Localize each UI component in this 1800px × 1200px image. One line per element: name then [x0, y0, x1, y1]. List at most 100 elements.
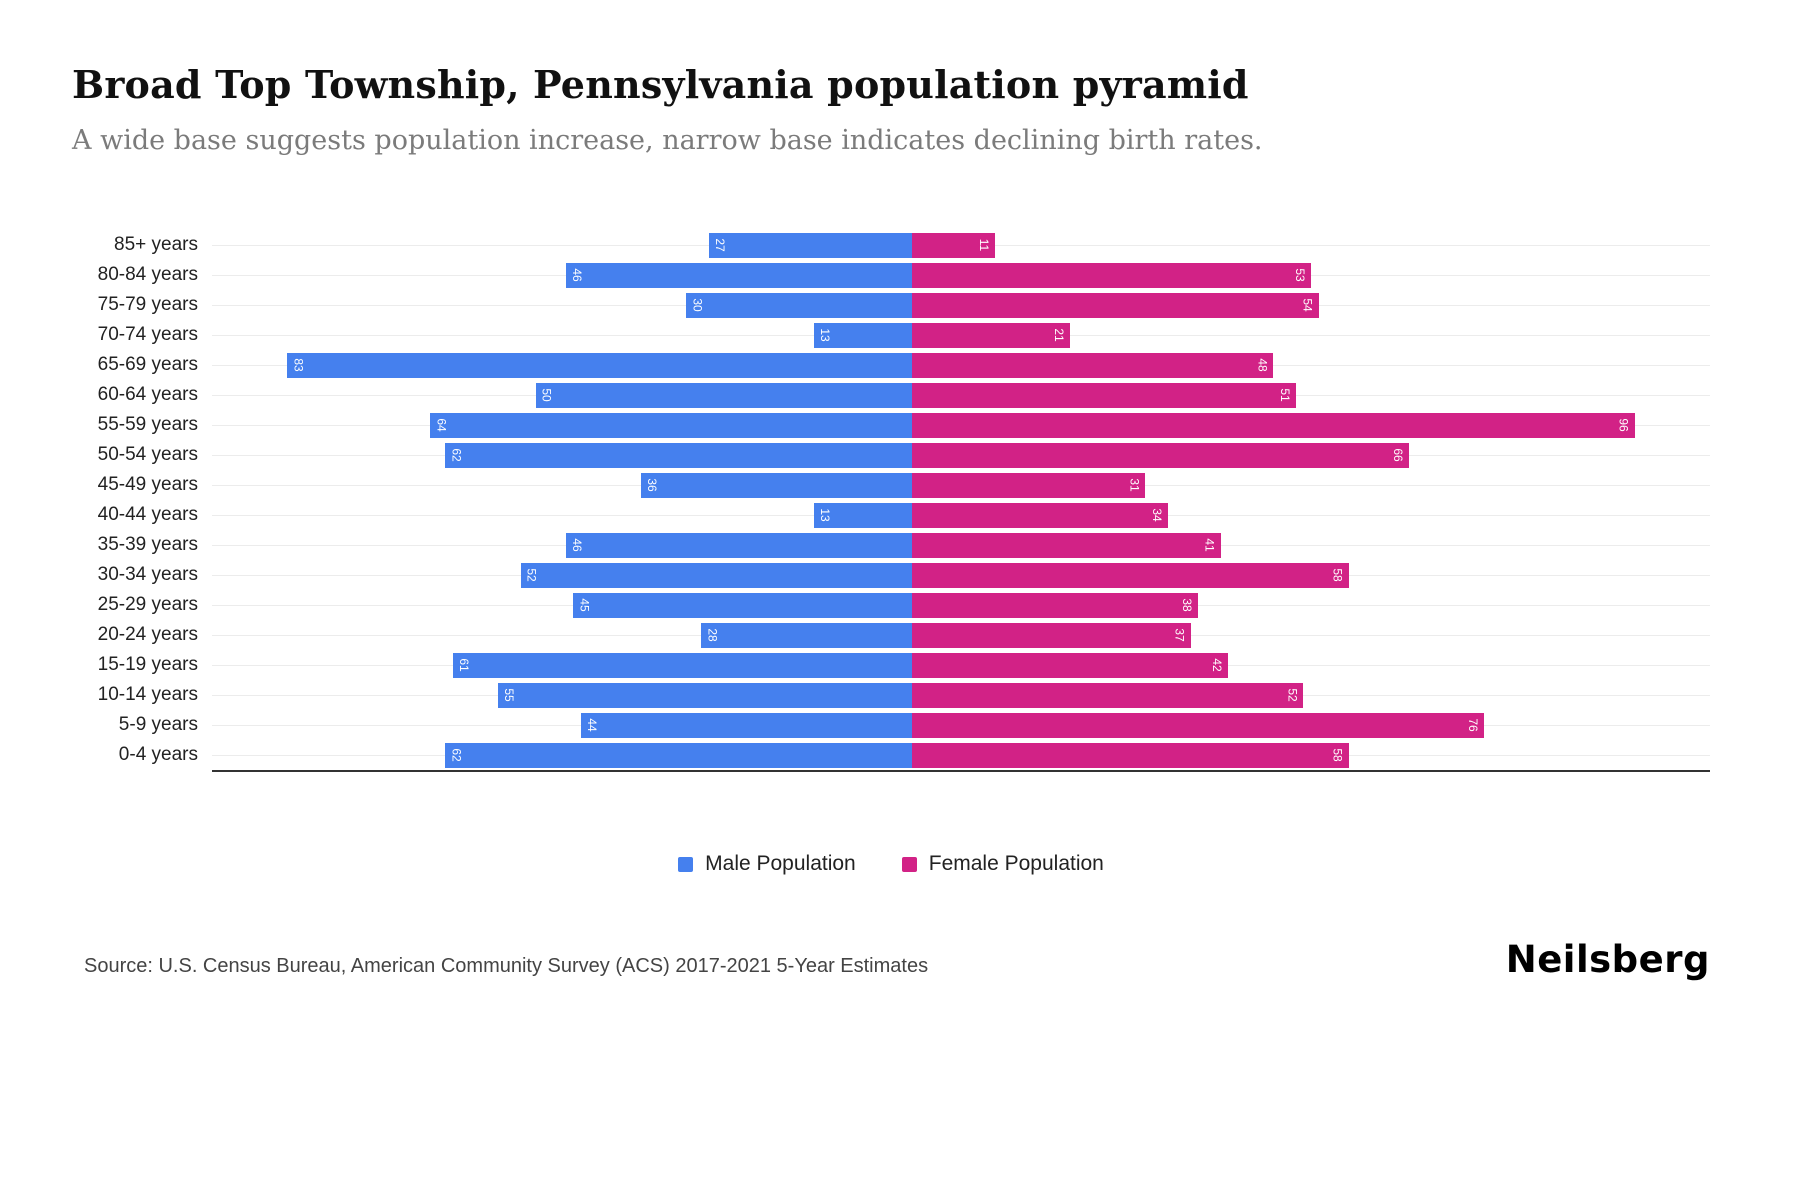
- male-bar: 61: [452, 652, 913, 678]
- female-value-label: 41: [1202, 538, 1217, 552]
- female-value-label: 11: [976, 238, 991, 252]
- page: Broad Top Township, Pennsylvania populat…: [72, 62, 1710, 981]
- age-group-label: 15-19 years: [97, 654, 198, 675]
- legend-item-female: Female Population: [901, 852, 1104, 876]
- male-value-label: 55: [502, 688, 517, 702]
- male-bar: 52: [520, 562, 913, 588]
- male-bar: 27: [708, 232, 913, 258]
- legend-label-female: Female Population: [928, 852, 1104, 875]
- female-bar: 11: [912, 232, 995, 258]
- pyramid-row: 20-24 years 28 37: [72, 620, 1710, 650]
- male-value-label: 52: [524, 568, 539, 582]
- male-bar: 62: [445, 742, 913, 768]
- footer: Source: U.S. Census Bureau, American Com…: [72, 938, 1710, 981]
- female-bar: 48: [912, 352, 1274, 378]
- pyramid-row: 80-84 years 46 53: [72, 260, 1710, 290]
- male-value-label: 62: [449, 748, 464, 762]
- population-pyramid-chart: 85+ years 27 11 80-84 years 46 53 75-79 years 3…: [72, 230, 1710, 772]
- pyramid-row: 75-79 years 30 54: [72, 290, 1710, 320]
- female-value-label: 31: [1127, 478, 1142, 492]
- male-value-label: 45: [577, 598, 592, 612]
- age-group-label: 65-69 years: [97, 354, 198, 375]
- male-value-label: 13: [818, 328, 833, 342]
- legend-item-male: Male Population: [678, 852, 856, 876]
- female-bar: 41: [912, 532, 1221, 558]
- chart-subtitle: A wide base suggests population increase…: [72, 125, 1263, 156]
- male-value-label: 46: [569, 538, 584, 552]
- male-bar: 62: [445, 442, 913, 468]
- male-bar: 28: [701, 622, 913, 648]
- female-bar: 34: [912, 502, 1168, 528]
- female-value-label: 58: [1330, 568, 1345, 582]
- age-group-label: 70-74 years: [97, 324, 198, 345]
- female-bar: 96: [912, 412, 1635, 438]
- male-bar: 13: [814, 502, 913, 528]
- pyramid-row: 35-39 years 46 41: [72, 530, 1710, 560]
- pyramid-row: 5-9 years 44 76: [72, 710, 1710, 740]
- female-value-label: 96: [1616, 418, 1631, 432]
- female-bar: 53: [912, 262, 1312, 288]
- male-value-label: 30: [690, 298, 705, 312]
- pyramid-row: 40-44 years 13 34: [72, 500, 1710, 530]
- age-group-label: 75-79 years: [97, 294, 198, 315]
- legend-label-male: Male Population: [705, 852, 856, 875]
- legend: Male Population Female Population: [72, 852, 1710, 876]
- age-group-label: 25-29 years: [97, 594, 198, 615]
- female-bar: 76: [912, 712, 1485, 738]
- age-group-label: 80-84 years: [97, 264, 198, 285]
- female-bar: 52: [912, 682, 1304, 708]
- male-value-label: 83: [291, 358, 306, 372]
- male-value-label: 27: [712, 238, 727, 252]
- age-group-label: 20-24 years: [97, 624, 198, 645]
- male-value-label: 13: [818, 508, 833, 522]
- age-group-label: 45-49 years: [97, 474, 198, 495]
- female-bar: 66: [912, 442, 1409, 468]
- age-group-label: 60-64 years: [97, 384, 198, 405]
- male-bar: 55: [498, 682, 913, 708]
- male-value-label: 36: [645, 478, 660, 492]
- male-value-label: 64: [434, 418, 449, 432]
- male-value-label: 62: [449, 448, 464, 462]
- age-group-label: 55-59 years: [97, 414, 198, 435]
- female-value-label: 37: [1172, 628, 1187, 642]
- female-value-label: 34: [1150, 508, 1164, 522]
- age-group-label: 35-39 years: [97, 534, 198, 555]
- male-bar: 45: [573, 592, 913, 618]
- female-value-label: 52: [1285, 688, 1300, 702]
- male-bar: 46: [565, 262, 913, 288]
- female-bar: 31: [912, 472, 1146, 498]
- female-bar: 37: [912, 622, 1191, 648]
- x-axis-line: [212, 770, 1710, 772]
- pyramid-row: 45-49 years 36 31: [72, 470, 1710, 500]
- male-bar: 44: [580, 712, 913, 738]
- age-group-label: 30-34 years: [97, 564, 198, 585]
- chart-title: Broad Top Township, Pennsylvania populat…: [72, 62, 1249, 107]
- male-bar: 30: [686, 292, 913, 318]
- male-value-label: 50: [539, 388, 554, 402]
- female-value-label: 58: [1330, 748, 1345, 762]
- female-value-label: 53: [1293, 268, 1308, 282]
- female-value-label: 21: [1052, 328, 1067, 342]
- female-bar: 51: [912, 382, 1296, 408]
- age-group-label: 85+ years: [114, 234, 198, 255]
- male-bar: 50: [535, 382, 913, 408]
- male-swatch-icon: [678, 856, 694, 872]
- male-value-label: 46: [569, 268, 584, 282]
- female-bar: 42: [912, 652, 1229, 678]
- neilsberg-logo: Neilsberg: [1505, 938, 1710, 981]
- pyramid-row: 15-19 years 61 42: [72, 650, 1710, 680]
- female-value-label: 76: [1466, 718, 1481, 732]
- female-bar: 54: [912, 292, 1319, 318]
- female-bar: 58: [912, 562, 1349, 588]
- pyramid-row: 30-34 years 52 58: [72, 560, 1710, 590]
- pyramid-row: 50-54 years 62 66: [72, 440, 1710, 470]
- age-group-label: 0-4 years: [118, 744, 198, 765]
- male-bar: 13: [814, 322, 913, 348]
- male-value-label: 61: [456, 658, 471, 672]
- pyramid-row: 0-4 years 62 58: [72, 740, 1710, 770]
- male-value-label: 44: [584, 718, 599, 732]
- male-bar: 46: [565, 532, 913, 558]
- male-bar: 83: [287, 352, 913, 378]
- pyramid-row: 55-59 years 64 96: [72, 410, 1710, 440]
- male-bar: 64: [430, 412, 913, 438]
